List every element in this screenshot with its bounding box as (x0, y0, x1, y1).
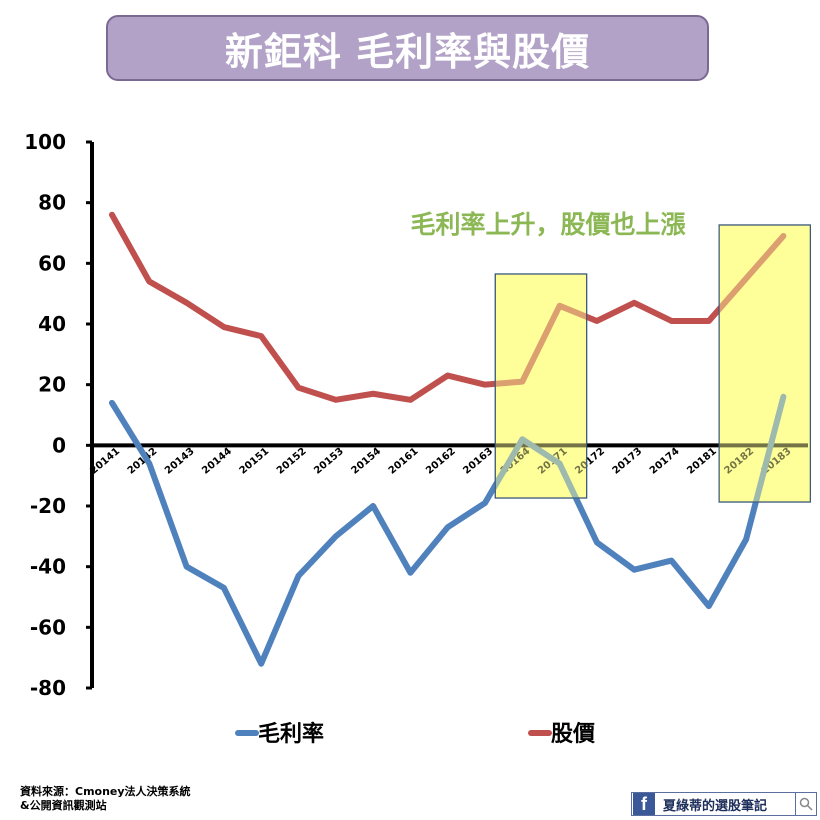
highlight-overlay (494, 273, 588, 499)
y-tick-label: 20 (38, 373, 66, 397)
brand-name: 夏綠蒂的選股筆記 (663, 798, 768, 814)
x-tick-label: 20181 (685, 446, 719, 477)
x-tick-label: 20162 (424, 446, 458, 477)
series-line-price (109, 211, 787, 403)
x-tick-label: 20144 (200, 446, 234, 477)
series-lines (109, 211, 787, 667)
source-line-2: &公開資訊觀測站 (20, 799, 107, 812)
search-icon[interactable] (795, 793, 816, 815)
y-tick-label: -40 (30, 555, 66, 579)
x-tick-label: 20151 (238, 446, 272, 477)
x-tick-label: 20173 (611, 446, 645, 477)
facebook-badge[interactable]: f 夏綠蒂的選股筆記 (631, 792, 817, 816)
source-line-1: 資料來源：Cmoney法人決策系統 (20, 785, 191, 798)
x-tick-label: 20143 (163, 446, 197, 477)
x-tick-label: 20153 (312, 446, 346, 477)
x-tick-label: 20163 (461, 446, 495, 477)
y-tick-label: 80 (38, 191, 66, 215)
y-tick-label: -80 (30, 676, 66, 700)
y-tick-label: -20 (30, 494, 66, 518)
y-tick-label: -60 (30, 615, 66, 639)
highlight-box (718, 224, 811, 503)
facebook-icon: f (633, 793, 655, 815)
y-tick-label: 40 (38, 312, 66, 336)
x-tick-label: 20154 (349, 446, 383, 477)
legend-label: 股價 (551, 722, 596, 747)
y-tick-label: 0 (52, 433, 66, 457)
legend: 毛利率 股價 (235, 721, 596, 747)
x-tick-label: 20152 (275, 446, 309, 477)
chart-title: 新鉅科 毛利率與股價 (224, 29, 591, 74)
x-tick-label: 20161 (387, 446, 421, 477)
y-tick-label: 60 (38, 251, 66, 275)
y-tick-label: 100 (24, 130, 66, 154)
highlight-overlays (494, 224, 811, 503)
source-note: 資料來源：Cmoney法人決策系統 &公開資訊觀測站 (20, 785, 191, 813)
annotation-text: 毛利率上升，股價也上漲 (410, 210, 686, 239)
legend-label: 毛利率 (258, 721, 324, 747)
x-tick-label: 20174 (648, 446, 682, 477)
highlight-overlay (718, 224, 811, 503)
title-banner: 新鉅科 毛利率與股價 (106, 15, 709, 81)
series-line-margin (109, 393, 787, 667)
